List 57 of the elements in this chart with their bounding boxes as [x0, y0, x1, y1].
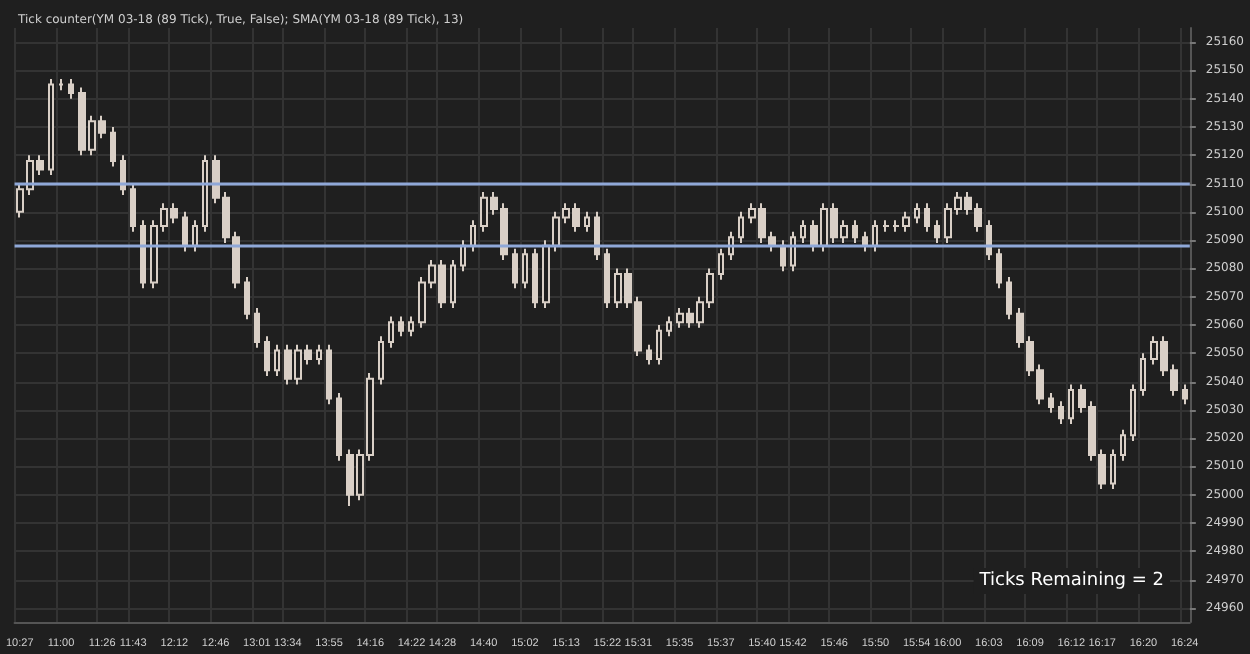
- candlestick: [584, 210, 590, 233]
- candlestick: [780, 239, 786, 273]
- candlestick: [512, 247, 518, 290]
- candlestick: [862, 230, 868, 253]
- candlestick: [388, 315, 394, 349]
- candlestick: [1006, 275, 1012, 321]
- candlestick: [378, 335, 384, 386]
- candlestick: [934, 219, 940, 244]
- candlestick: [408, 315, 414, 338]
- candlestick: [872, 219, 878, 253]
- candlestick: [120, 154, 126, 196]
- candlestick: [800, 219, 806, 244]
- candlestick: [336, 391, 342, 462]
- candlestick: [130, 182, 136, 233]
- candlestick: [852, 219, 858, 244]
- candlestick: [68, 77, 74, 100]
- candlestick: [1110, 448, 1116, 491]
- candlestick: [594, 210, 600, 261]
- candlestick: [924, 202, 930, 233]
- candlestick: [58, 77, 64, 92]
- candlestick: [738, 210, 744, 244]
- annotation: Ticks Remaining = 2: [977, 571, 1165, 591]
- candlestick: [192, 219, 198, 253]
- candlestick: [1182, 383, 1188, 406]
- candlestick: [1140, 352, 1146, 397]
- candlestick: [274, 343, 280, 377]
- candlestick: [1068, 383, 1074, 425]
- candlestick: [182, 210, 188, 253]
- candlestick: [604, 247, 610, 310]
- candlestick: [666, 315, 672, 338]
- candlestick: [718, 247, 724, 281]
- candlestick: [790, 230, 796, 273]
- candlestick: [470, 219, 476, 253]
- candlestick: [244, 275, 250, 321]
- candlestick: [110, 126, 116, 168]
- candlestick: [1048, 391, 1054, 414]
- candlestick: [450, 258, 456, 310]
- candlestick: [398, 315, 404, 338]
- candlestick: [532, 247, 538, 310]
- candlestick: [460, 239, 466, 273]
- candlestick: [914, 202, 920, 225]
- candlestick: [140, 219, 146, 290]
- candlestick: [1130, 383, 1136, 442]
- candlestick: [264, 335, 270, 377]
- candlestick: [48, 77, 54, 177]
- candlestick: [882, 219, 890, 233]
- candlestick: [316, 343, 322, 366]
- candlestick: [254, 307, 260, 349]
- candlestick: [996, 247, 1002, 290]
- candlestick: [326, 343, 332, 406]
- candlestick: [1120, 428, 1126, 462]
- candlestick: [522, 247, 528, 290]
- candlestick: [1058, 400, 1064, 425]
- candlestick: [656, 324, 662, 366]
- candlestick: [542, 239, 550, 310]
- candlestick: [646, 343, 652, 366]
- candlestick: [202, 154, 208, 233]
